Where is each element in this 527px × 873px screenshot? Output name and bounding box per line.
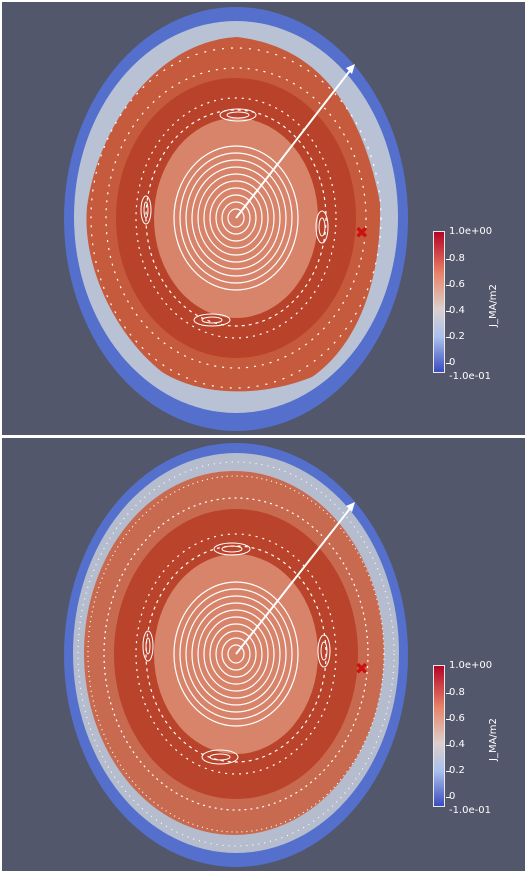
colorbar-tick: 0.2 xyxy=(449,331,465,342)
poincare-panel-top: ✖ 1.0e+00 0.8 0.6 0.4 0.2 0 -1.0e-01 J_M… xyxy=(2,2,525,435)
poincare-panel-bottom: ✖ 1.0e+00 0.8 0.6 0.4 0.2 0 -1.0e-01 J_M… xyxy=(2,438,525,871)
direction-arrow-top xyxy=(235,67,353,219)
direction-arrow-bottom xyxy=(235,505,353,655)
colorbar-min-label: -1.0e-01 xyxy=(449,371,491,382)
arrow-head-top xyxy=(346,64,355,74)
colorbar-top xyxy=(433,231,445,373)
marker-x-top: ✖ xyxy=(355,223,368,242)
colorbar-max-label: 1.0e+00 xyxy=(449,660,493,671)
magnetic-islands-top xyxy=(140,108,329,327)
colorbar-tick: 0.6 xyxy=(449,713,465,724)
poincare-plot-bottom: ✖ xyxy=(64,443,408,867)
poincare-plot-top: ✖ xyxy=(64,7,408,431)
colorbar-tick: 0.4 xyxy=(449,305,465,316)
marker-x-bottom: ✖ xyxy=(355,659,368,678)
colorbar-tick: 0.8 xyxy=(449,253,465,264)
flux-surfaces-top xyxy=(90,47,382,389)
colorbar-max-label: 1.0e+00 xyxy=(449,226,493,237)
colorbar-tick: 0.2 xyxy=(449,765,465,776)
colorbar-title: J_MA/m2 xyxy=(488,718,499,761)
colorbar-title: J_MA/m2 xyxy=(488,284,499,327)
colorbar-tick: 0.8 xyxy=(449,687,465,698)
colorbar-tick: 0 xyxy=(449,357,456,368)
colorbar-min-label: -1.0e-01 xyxy=(449,805,491,816)
magnetic-islands-bottom xyxy=(142,542,331,765)
colorbar-tick: 0 xyxy=(449,791,456,802)
colorbar-bottom xyxy=(433,665,445,807)
arrow-head-bottom xyxy=(346,502,355,512)
colorbar-tick: 0.4 xyxy=(449,739,465,750)
colorbar-tick: 0.6 xyxy=(449,279,465,290)
flux-surfaces-bottom xyxy=(77,461,395,847)
